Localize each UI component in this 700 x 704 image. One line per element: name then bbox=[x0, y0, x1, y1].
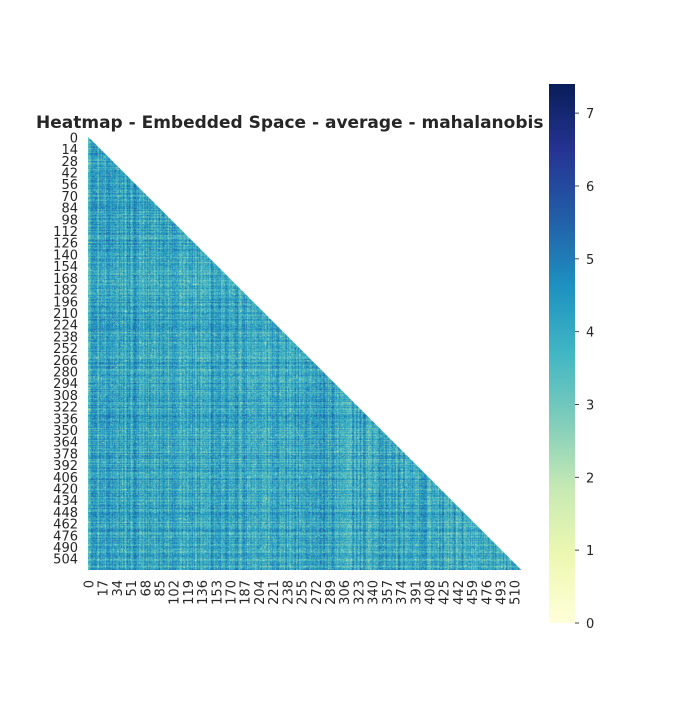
y-tick-label: 448 bbox=[53, 506, 78, 521]
y-tick-label: 392 bbox=[53, 459, 78, 474]
x-tick-label: 34 bbox=[111, 580, 126, 597]
y-tick-label: 336 bbox=[53, 412, 78, 427]
y-tick-label: 84 bbox=[61, 202, 78, 217]
x-tick-label: 17 bbox=[97, 580, 112, 597]
colorbar-tick-label: 0 bbox=[586, 617, 594, 632]
y-tick-label: 238 bbox=[53, 330, 78, 345]
y-tick-label: 252 bbox=[53, 342, 78, 357]
y-tick-label: 490 bbox=[53, 541, 78, 556]
colorbar-tick-label: 3 bbox=[586, 398, 594, 413]
x-tick-label: 425 bbox=[438, 580, 453, 605]
x-axis: 0 17 34 51 68 85 102 119 136 153 170 187 204 221 238 25… bbox=[82, 580, 523, 605]
x-tick-label: 459 bbox=[466, 580, 481, 605]
x-tick-label: 221 bbox=[267, 580, 282, 605]
x-tick-label: 323 bbox=[352, 580, 367, 605]
y-tick-label: 476 bbox=[53, 529, 78, 544]
x-tick-label: 204 bbox=[253, 580, 268, 605]
colorbar-tick-label: 6 bbox=[586, 180, 594, 195]
y-tick-label: 322 bbox=[53, 401, 78, 416]
x-tick-label: 306 bbox=[338, 580, 353, 605]
colorbar bbox=[549, 84, 575, 623]
x-tick-label: 408 bbox=[423, 580, 438, 605]
y-tick-label: 14 bbox=[61, 143, 78, 158]
heatmap-cells bbox=[88, 137, 521, 570]
y-tick-label: 280 bbox=[53, 365, 78, 380]
y-tick-label: 406 bbox=[53, 471, 78, 486]
y-tick-label: 462 bbox=[53, 518, 78, 533]
x-tick-label: 374 bbox=[395, 580, 410, 605]
y-tick-label: 154 bbox=[53, 260, 78, 275]
colorbar-tick-label: 5 bbox=[586, 253, 594, 268]
x-tick-label: 136 bbox=[196, 580, 211, 605]
colorbar-tick-label: 1 bbox=[586, 544, 594, 559]
x-tick-label: 476 bbox=[480, 580, 495, 605]
y-tick-label: 56 bbox=[61, 178, 78, 193]
x-tick-label: 510 bbox=[509, 580, 524, 605]
x-tick-label: 102 bbox=[168, 580, 183, 605]
x-tick-label: 272 bbox=[310, 580, 325, 605]
x-tick-label: 391 bbox=[409, 580, 424, 605]
y-axis: 0142842567084981121261401541681821962102… bbox=[53, 131, 78, 567]
y-tick-label: 308 bbox=[53, 389, 78, 404]
y-tick-label: 504 bbox=[53, 553, 78, 568]
y-tick-label: 168 bbox=[53, 272, 78, 287]
x-tick-label: 170 bbox=[225, 580, 240, 605]
y-tick-label: 112 bbox=[53, 225, 78, 240]
y-tick-label: 28 bbox=[61, 155, 78, 170]
y-tick-label: 420 bbox=[53, 482, 78, 497]
y-tick-label: 266 bbox=[53, 354, 78, 369]
x-tick-label: 119 bbox=[182, 580, 197, 605]
y-tick-label: 182 bbox=[53, 284, 78, 299]
y-tick-label: 364 bbox=[53, 436, 78, 451]
y-tick-label: 434 bbox=[53, 494, 78, 509]
colorbar-tick-label: 2 bbox=[586, 471, 594, 486]
y-tick-label: 126 bbox=[53, 237, 78, 252]
colorbar-axis: 0 1 2 3 4 5 6 7 bbox=[575, 107, 594, 632]
y-tick-label: 294 bbox=[53, 377, 78, 392]
y-tick-label: 224 bbox=[53, 319, 78, 334]
x-tick-label: 153 bbox=[210, 580, 225, 605]
x-tick-label: 238 bbox=[281, 580, 296, 605]
y-tick-label: 210 bbox=[53, 307, 78, 322]
x-tick-label: 340 bbox=[367, 580, 382, 605]
y-tick-label: 350 bbox=[53, 424, 78, 439]
y-tick-label: 378 bbox=[53, 447, 78, 462]
x-tick-label: 493 bbox=[495, 580, 510, 605]
x-tick-label: 255 bbox=[296, 580, 311, 605]
y-tick-label: 140 bbox=[53, 248, 78, 263]
x-tick-label: 68 bbox=[139, 580, 154, 597]
x-tick-label: 357 bbox=[381, 580, 396, 605]
y-tick-label: 70 bbox=[61, 190, 78, 205]
colorbar-tick-label: 7 bbox=[586, 107, 594, 122]
x-tick-label: 289 bbox=[324, 580, 339, 605]
x-tick-label: 187 bbox=[239, 580, 254, 605]
chart-title: Heatmap - Embedded Space - average - mah… bbox=[36, 113, 543, 133]
y-tick-label: 42 bbox=[61, 167, 78, 182]
x-tick-label: 0 bbox=[82, 580, 97, 588]
x-tick-label: 51 bbox=[125, 580, 140, 597]
x-tick-label: 442 bbox=[452, 580, 467, 605]
colorbar-tick-label: 4 bbox=[586, 326, 594, 341]
y-tick-label: 98 bbox=[61, 213, 78, 228]
x-tick-label: 85 bbox=[153, 580, 168, 597]
y-tick-label: 196 bbox=[53, 295, 78, 310]
y-tick-label: 0 bbox=[70, 131, 78, 146]
